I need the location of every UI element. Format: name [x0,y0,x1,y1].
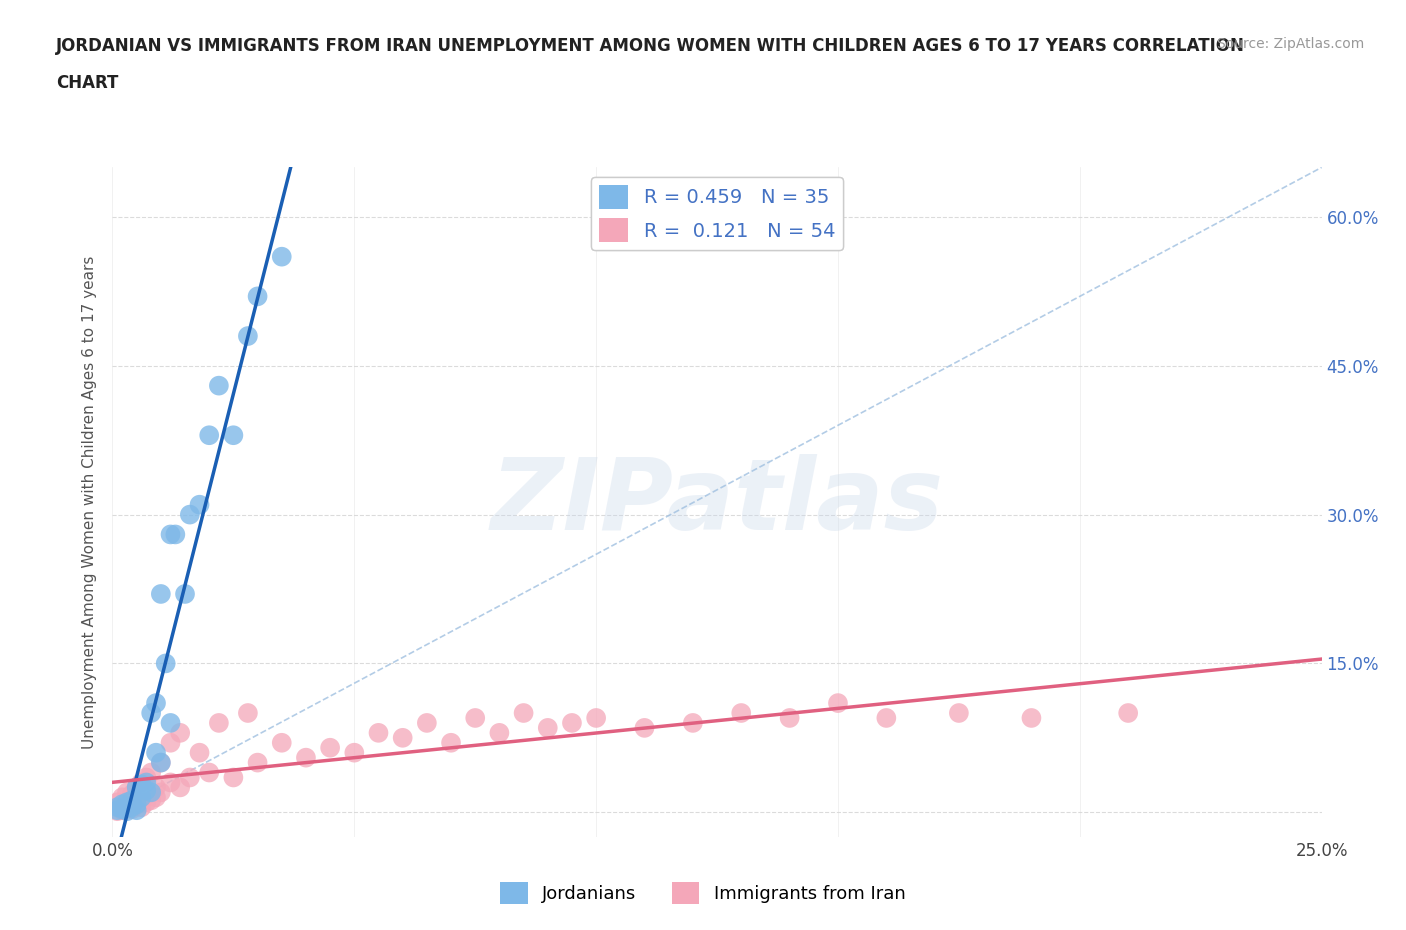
Point [222,428,245,443]
Point [169,780,191,795]
Text: JORDANIAN VS IMMIGRANTS FROM IRAN UNEMPLOYMENT AMONG WOMEN WITH CHILDREN AGES 6 : JORDANIAN VS IMMIGRANTS FROM IRAN UNEMPL… [56,37,1246,55]
Point [125,780,148,795]
Point [149,785,172,800]
Point [155,656,177,671]
Point [188,498,211,512]
Point [179,507,201,522]
Point [125,797,148,812]
Text: ZIPatlas: ZIPatlas [491,454,943,551]
Point [145,780,167,795]
Point [198,765,221,780]
Point [105,795,128,810]
Point [111,802,134,817]
Point [236,706,259,721]
Point [270,249,292,264]
Point [875,711,897,725]
Point [948,706,970,721]
Point [391,730,413,745]
Point [222,770,245,785]
Point [159,527,181,542]
Point [121,800,143,815]
Point [125,803,148,817]
Point [512,706,534,721]
Point [141,793,163,808]
Point [141,706,163,721]
Point [125,780,148,795]
Point [159,715,181,730]
Point [121,802,143,817]
Point [1116,706,1139,721]
Point [270,736,292,751]
Point [131,800,153,815]
Point [464,711,486,725]
Point [135,795,157,810]
Point [115,801,138,816]
Point [115,785,138,800]
Point [131,790,153,804]
Point [115,795,138,810]
Point [682,715,704,730]
Point [633,721,655,736]
Point [730,706,752,721]
Point [149,587,172,602]
Point [208,715,231,730]
Point [1021,711,1043,725]
Point [105,804,128,818]
Point [188,745,211,760]
Point [343,745,366,760]
Point [488,725,510,740]
Point [246,755,269,770]
Point [169,725,191,740]
Legend: R = 0.459   N = 35, R =  0.121   N = 54: R = 0.459 N = 35, R = 0.121 N = 54 [591,177,844,250]
Point [295,751,318,765]
Point [115,800,138,815]
Point [121,793,143,808]
Point [135,770,157,785]
Point [174,587,197,602]
Point [561,715,583,730]
Point [111,790,134,804]
Point [246,289,269,304]
Point [111,797,134,812]
Point [208,379,231,393]
Point [121,787,143,802]
Point [779,711,801,725]
Point [585,711,607,725]
Point [179,770,201,785]
Point [159,775,181,790]
Point [105,800,128,815]
Point [416,715,439,730]
Text: CHART: CHART [56,74,118,92]
Y-axis label: Unemployment Among Women with Children Ages 6 to 17 years: Unemployment Among Women with Children A… [82,256,97,749]
Point [367,725,389,740]
Point [236,328,259,343]
Point [111,803,134,817]
Point [440,736,463,751]
Point [125,797,148,812]
Point [145,696,167,711]
Legend: Jordanians, Immigrants from Iran: Jordanians, Immigrants from Iran [494,875,912,911]
Point [141,765,163,780]
Point [159,736,181,751]
Text: Source: ZipAtlas.com: Source: ZipAtlas.com [1216,37,1364,51]
Point [319,740,342,755]
Point [141,785,163,800]
Point [115,804,138,818]
Point [145,790,167,804]
Point [827,696,849,711]
Point [135,783,157,798]
Point [105,803,128,817]
Point [135,775,157,790]
Point [149,755,172,770]
Point [537,721,560,736]
Point [145,745,167,760]
Point [198,428,221,443]
Point [131,777,153,791]
Point [131,775,153,790]
Point [165,527,187,542]
Point [149,755,172,770]
